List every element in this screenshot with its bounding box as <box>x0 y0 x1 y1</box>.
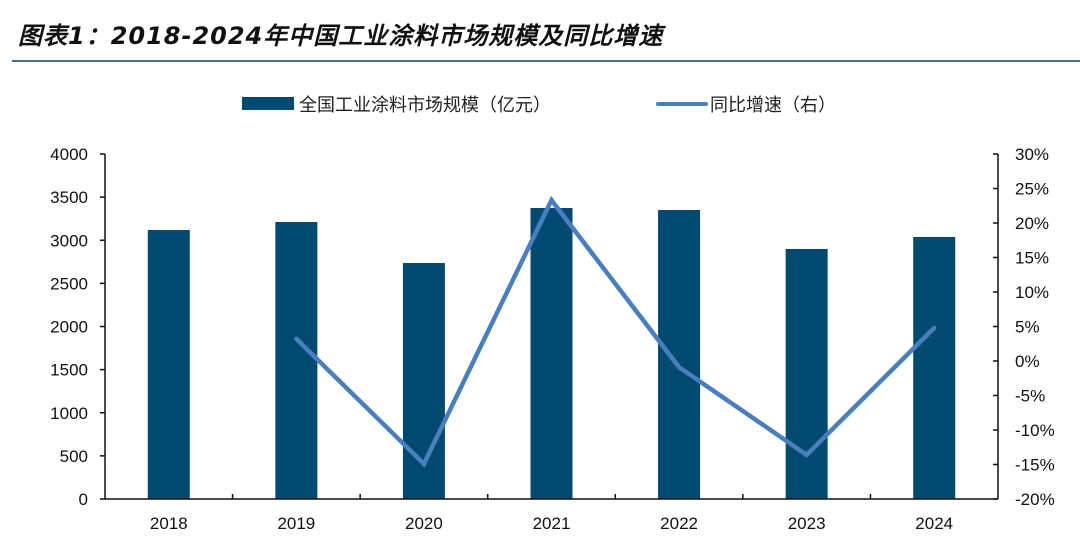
bar-2019 <box>275 221 318 499</box>
right-tick-label: 30% <box>1015 145 1049 164</box>
left-tick-label: 3500 <box>50 188 88 207</box>
growth-rate-line <box>294 195 937 468</box>
x-tick-label-2024: 2024 <box>915 514 953 533</box>
legend-line-label: 同比增速（右） <box>710 95 836 116</box>
right-tick-label: -5% <box>1015 387 1045 406</box>
x-tick-label-2019: 2019 <box>277 514 315 533</box>
left-tick-label: 3000 <box>50 231 88 250</box>
bar-2018 <box>147 229 190 499</box>
legend: 全国工业涂料市场规模（亿元） 同比增速（右） <box>242 95 836 116</box>
right-tick-label: 25% <box>1015 180 1049 199</box>
left-tick-label: 4000 <box>50 145 88 164</box>
bar-2023 <box>785 248 828 499</box>
legend-bar-swatch <box>242 97 294 110</box>
x-tick-label-2023: 2023 <box>788 514 826 533</box>
right-tick-label: 20% <box>1015 214 1049 233</box>
bar-2022 <box>658 209 701 499</box>
left-tick-label: 0 <box>79 490 88 509</box>
right-tick-label: 0% <box>1015 352 1040 371</box>
x-tick-label-2022: 2022 <box>660 514 698 533</box>
x-tick-label-2021: 2021 <box>533 514 571 533</box>
title-divider <box>12 60 1080 62</box>
left-tick-label: 2000 <box>50 318 88 337</box>
right-tick-label: -20% <box>1015 490 1055 509</box>
right-tick-label: -10% <box>1015 421 1055 440</box>
right-tick-label: -15% <box>1015 456 1055 475</box>
legend-bar-label: 全国工业涂料市场规模（亿元） <box>299 95 551 116</box>
right-tick-label: 5% <box>1015 318 1040 337</box>
x-tick-label-2018: 2018 <box>150 514 188 533</box>
right-tick-label: 15% <box>1015 249 1049 268</box>
x-tick-label-2020: 2020 <box>405 514 443 533</box>
bar-2021 <box>530 207 573 499</box>
left-tick-label: 2500 <box>50 274 88 293</box>
left-tick-label: 1500 <box>50 361 88 380</box>
bar-2024 <box>913 236 956 499</box>
left-tick-label: 500 <box>60 447 88 466</box>
chart-title: 图表1：2018-2024年中国工业涂料市场规模及同比增速 <box>18 22 664 50</box>
left-tick-label: 1000 <box>50 404 88 423</box>
right-tick-label: 10% <box>1015 283 1049 302</box>
